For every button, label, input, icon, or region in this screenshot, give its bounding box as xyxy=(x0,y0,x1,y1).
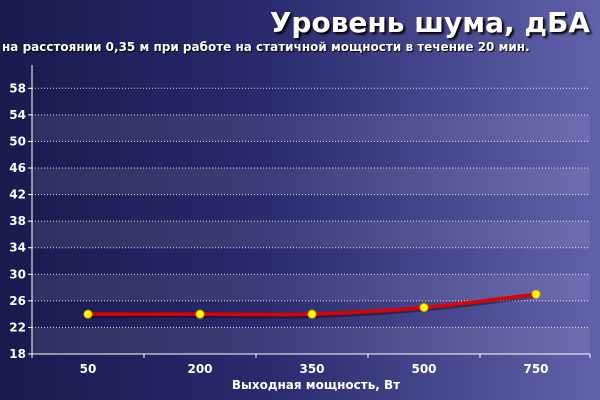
x-tick-label: 350 xyxy=(299,362,324,376)
plot-band xyxy=(32,274,590,301)
x-tick-label: 500 xyxy=(411,362,436,376)
y-tick-label: 50 xyxy=(9,134,26,148)
plot-band xyxy=(32,168,590,195)
data-point xyxy=(531,289,541,299)
y-tick-label: 34 xyxy=(9,241,26,255)
x-axis-label: Выходная мощность, Вт xyxy=(232,378,400,392)
x-tick-label: 750 xyxy=(523,362,548,376)
plot-band xyxy=(32,114,590,142)
y-tick-label: 18 xyxy=(9,347,26,361)
chart-subtitle: на расстоянии 0,35 м при работе на стати… xyxy=(2,40,530,54)
data-point xyxy=(419,303,429,312)
y-tick-label: 26 xyxy=(9,294,26,308)
y-tick-label: 38 xyxy=(9,214,26,228)
plot-band xyxy=(32,327,590,354)
plot-band xyxy=(32,221,590,248)
data-point xyxy=(307,309,317,319)
y-tick-label: 42 xyxy=(9,188,26,202)
y-tick-label: 22 xyxy=(9,320,26,334)
y-tick-label: 58 xyxy=(9,81,26,95)
chart-title: Уровень шума, дБА xyxy=(269,6,590,39)
data-point xyxy=(83,309,93,319)
y-tick-label: 30 xyxy=(9,267,26,281)
x-tick-label: 50 xyxy=(80,362,97,376)
y-tick-label: 46 xyxy=(9,161,26,175)
data-point xyxy=(195,309,205,319)
x-tick-label: 200 xyxy=(187,362,212,376)
y-tick-label: 54 xyxy=(9,108,26,122)
